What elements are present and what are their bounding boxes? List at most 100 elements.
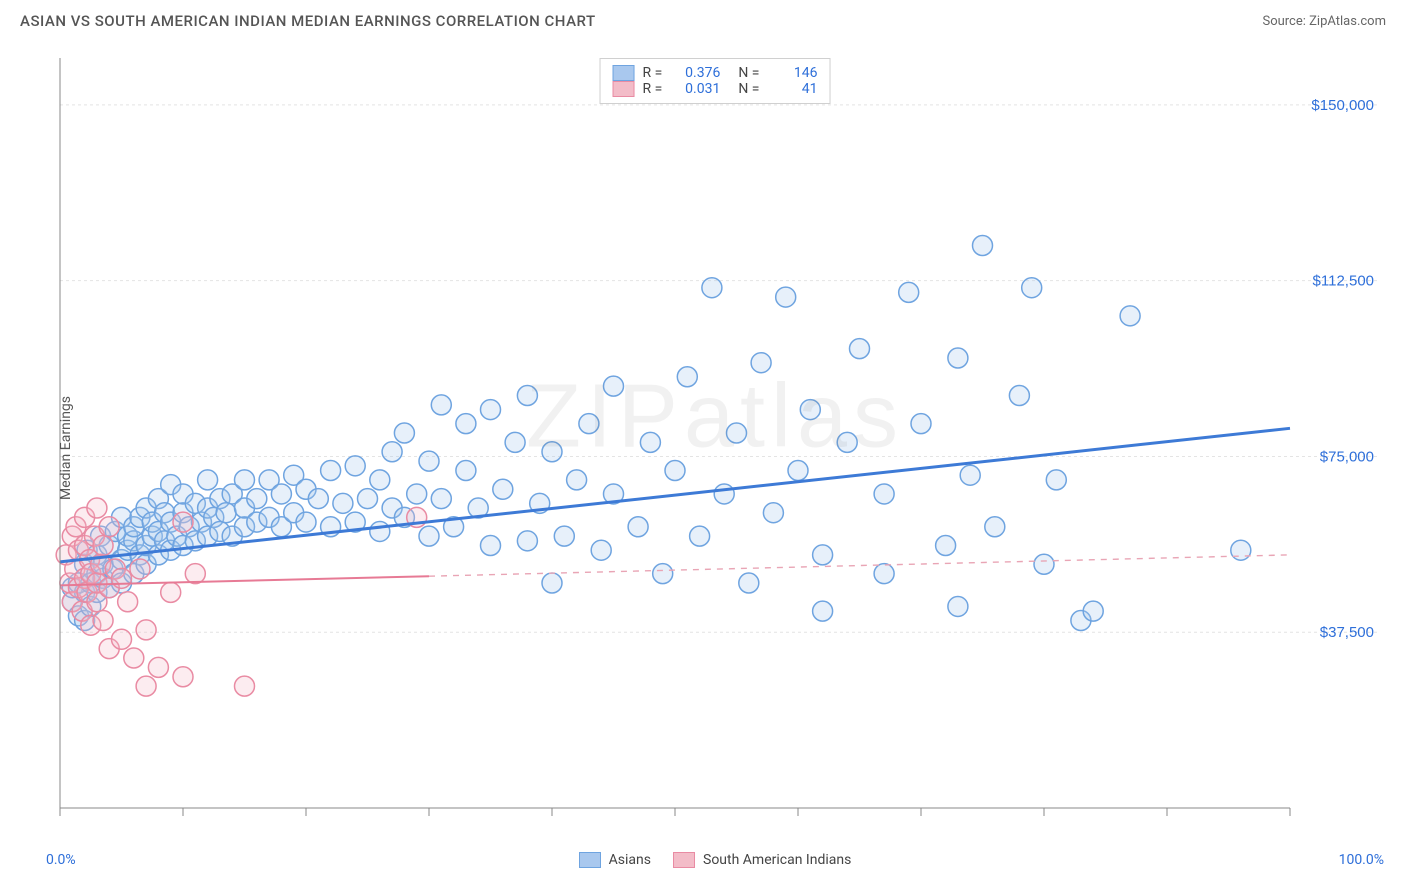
data-point xyxy=(1046,470,1066,490)
data-point xyxy=(763,503,783,523)
data-point xyxy=(456,414,476,434)
data-point xyxy=(173,512,193,532)
data-point xyxy=(321,461,341,481)
data-point xyxy=(665,461,685,481)
data-point xyxy=(628,517,648,537)
legend-series-name: South American Indians xyxy=(703,852,851,868)
legend-n-value: 146 xyxy=(771,65,817,81)
data-point xyxy=(567,470,587,490)
trend-line xyxy=(60,428,1290,562)
data-point xyxy=(677,367,697,387)
data-point xyxy=(899,282,919,302)
data-point xyxy=(690,526,710,546)
data-point xyxy=(517,531,537,551)
data-point xyxy=(419,451,439,471)
data-point xyxy=(296,512,316,532)
data-point xyxy=(788,461,808,481)
data-point xyxy=(358,489,378,509)
data-point xyxy=(235,676,255,696)
data-point xyxy=(481,536,501,556)
legend-r-value: 0.031 xyxy=(674,81,720,97)
chart-title: ASIAN VS SOUTH AMERICAN INDIAN MEDIAN EA… xyxy=(20,12,596,30)
data-point xyxy=(185,564,205,584)
data-point xyxy=(407,484,427,504)
data-point xyxy=(93,536,113,556)
data-point xyxy=(776,287,796,307)
data-point xyxy=(727,423,747,443)
data-point xyxy=(505,432,525,452)
data-point xyxy=(198,470,218,490)
data-point xyxy=(579,414,599,434)
data-point xyxy=(640,432,660,452)
data-point xyxy=(124,648,144,668)
y-tick-label: $37,500 xyxy=(1320,624,1374,641)
legend-n-value: 41 xyxy=(771,81,817,97)
data-point xyxy=(112,629,132,649)
y-tick-label: $112,500 xyxy=(1313,273,1374,290)
legend-swatch xyxy=(579,852,601,868)
data-point xyxy=(431,395,451,415)
scatter-plot: $37,500 $75,000 $112,500 $150,000 xyxy=(50,58,1380,838)
data-point xyxy=(87,498,107,518)
data-point xyxy=(345,456,365,476)
data-point xyxy=(813,545,833,565)
trend-line-extrapolated xyxy=(429,555,1290,576)
data-point xyxy=(948,348,968,368)
legend-n-label: N = xyxy=(738,81,759,97)
data-point xyxy=(985,517,1005,537)
data-point xyxy=(702,278,722,298)
data-point xyxy=(874,484,894,504)
legend-row: R =0.376N =146 xyxy=(613,65,818,81)
data-point xyxy=(370,470,390,490)
data-point xyxy=(850,339,870,359)
data-point xyxy=(936,536,956,556)
data-point xyxy=(247,489,267,509)
data-point xyxy=(148,657,168,677)
legend-swatch xyxy=(613,81,635,97)
legend-r-value: 0.376 xyxy=(674,65,720,81)
data-point xyxy=(1034,554,1054,574)
data-point xyxy=(813,601,833,621)
data-point xyxy=(739,573,759,593)
data-point xyxy=(714,484,734,504)
y-axis-label: Median Earnings xyxy=(58,396,74,500)
data-point xyxy=(271,484,291,504)
data-point xyxy=(960,465,980,485)
data-point xyxy=(1120,306,1140,326)
series-legend: Asians South American Indians xyxy=(50,852,1380,868)
data-point xyxy=(370,521,390,541)
legend-r-label: R = xyxy=(643,81,663,97)
source-label: Source: ZipAtlas.com xyxy=(1262,14,1386,29)
data-point xyxy=(308,489,328,509)
y-tick-label: $150,000 xyxy=(1311,97,1374,114)
data-point xyxy=(591,540,611,560)
data-point xyxy=(493,479,513,499)
data-point xyxy=(481,400,501,420)
data-point xyxy=(394,423,414,443)
data-point xyxy=(130,559,150,579)
data-point xyxy=(517,386,537,406)
data-point xyxy=(604,376,624,396)
legend-r-label: R = xyxy=(643,65,663,81)
data-point xyxy=(874,564,894,584)
data-point xyxy=(973,236,993,256)
data-point xyxy=(419,526,439,546)
data-point xyxy=(1022,278,1042,298)
data-point xyxy=(1083,601,1103,621)
data-point xyxy=(112,568,132,588)
data-point xyxy=(382,442,402,462)
data-point xyxy=(136,676,156,696)
data-point xyxy=(333,493,353,513)
data-point xyxy=(456,461,476,481)
data-point xyxy=(93,611,113,631)
data-point xyxy=(1009,386,1029,406)
data-point xyxy=(800,400,820,420)
legend-swatch xyxy=(673,852,695,868)
legend-swatch xyxy=(613,65,635,81)
data-point xyxy=(118,592,138,612)
legend-series-name: Asians xyxy=(609,852,651,868)
data-point xyxy=(173,667,193,687)
legend-item: Asians xyxy=(579,852,651,868)
y-tick-label: $75,000 xyxy=(1320,448,1374,465)
data-point xyxy=(911,414,931,434)
